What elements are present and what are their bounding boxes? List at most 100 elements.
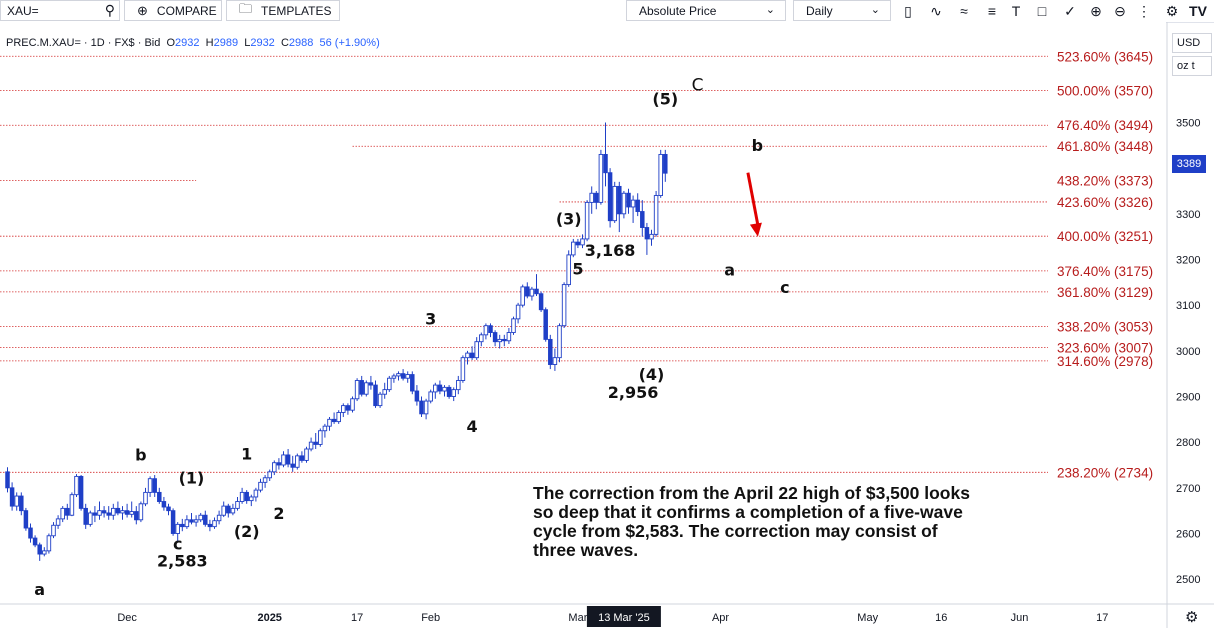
zoom-out-icon[interactable]: ⊖ (1114, 3, 1126, 19)
analysis-annotation: The correction from the April 22 high of… (533, 483, 970, 560)
interval-dropdown[interactable]: Daily ⌄ (793, 0, 891, 21)
candle-body (644, 227, 650, 240)
candle-body (345, 405, 351, 411)
line-icon[interactable]: ∿ (930, 3, 942, 19)
candle-body (221, 505, 226, 516)
time-tick-label: Jun (1011, 612, 1029, 624)
candle-body (304, 448, 309, 461)
fib-level-label: 314.60% (2978) (1057, 354, 1153, 369)
time-tick-label: 16 (935, 612, 947, 624)
candle-body (258, 481, 263, 491)
unit-selector[interactable]: oz t (1172, 56, 1212, 76)
plot-area (0, 22, 1166, 606)
candle-body (497, 338, 502, 343)
candle-body (9, 487, 15, 507)
wave-label: 1 (241, 445, 252, 464)
close-value: 2988 (288, 37, 314, 49)
wave-label: 4 (467, 417, 478, 436)
candle-body (640, 211, 645, 228)
candle-body (276, 462, 282, 466)
time-tick-label: 2025 (257, 612, 281, 624)
candle-body (111, 507, 116, 516)
settings-icon[interactable]: ⋮ (1137, 3, 1151, 19)
brush-icon[interactable]: ✓ (1064, 3, 1076, 19)
candle-body (106, 512, 111, 516)
candle-body (46, 535, 52, 552)
search-icon[interactable]: ⚲ (104, 2, 115, 18)
candle-body (198, 514, 203, 521)
candle-body (299, 455, 305, 461)
candle-body (272, 462, 277, 473)
last-price-tag: 3389 (1172, 155, 1206, 173)
candle-body (423, 400, 429, 415)
candle-body (235, 501, 240, 509)
fib-level-label: 438.20% (3373) (1057, 173, 1153, 188)
fib-level-label: 238.20% (2734) (1057, 465, 1153, 480)
candle-body (143, 491, 148, 505)
tradingview-logo-icon: TV (1189, 3, 1207, 19)
crosshair-date-label: 13 Mar '25 (598, 612, 650, 624)
fib-level-label: 361.80% (3129) (1057, 285, 1153, 300)
wave-label: C (692, 76, 704, 96)
candle-body (359, 380, 364, 395)
price-tick-label: 3200 (1176, 254, 1200, 266)
wave-label: c (780, 278, 789, 297)
time-tick-label: May (857, 612, 878, 624)
gear-icon[interactable]: ⚙ (1165, 3, 1179, 19)
candle-body (115, 507, 121, 514)
candle-icon[interactable]: ▯ (904, 3, 912, 19)
candle-body (506, 332, 512, 342)
low-label: L (244, 37, 251, 49)
fib-icon[interactable]: ≡ (987, 3, 997, 19)
candle-body (203, 514, 208, 525)
candle-body (134, 511, 139, 521)
candle-body (456, 380, 461, 391)
candle-body (157, 491, 162, 502)
candle-body (566, 254, 571, 286)
candle-body (437, 384, 443, 392)
compare-button[interactable]: ⊕ COMPARE (124, 0, 222, 21)
candle-body (313, 441, 318, 445)
chart-settings-icon[interactable]: ⚙ (1185, 609, 1199, 626)
candle-body (322, 425, 328, 432)
wave-icon[interactable]: ≈ (960, 3, 968, 19)
candle-body (51, 524, 56, 537)
candle-body (594, 192, 599, 203)
candle-body (529, 288, 535, 297)
candle-body (543, 309, 548, 340)
fib-level-label: 523.60% (3645) (1057, 49, 1153, 64)
symbol-search-input[interactable]: XAU= ⚲ (0, 0, 120, 21)
wave-label: 5 (572, 260, 583, 279)
candle-body (166, 506, 171, 512)
arrow-head (749, 222, 762, 237)
chevron-down-icon: ⌄ (765, 4, 775, 16)
wave-label: (1) (179, 468, 205, 487)
price-scale-value: Absolute Price (639, 3, 717, 18)
zoom-in-icon[interactable]: ⊕ (1090, 3, 1102, 19)
wave-label: a (724, 260, 735, 279)
candle-body (525, 286, 530, 297)
candle-body (138, 503, 144, 521)
text-icon[interactable]: T (1011, 3, 1021, 19)
templates-button[interactable]: 🗀 TEMPLATES (226, 0, 340, 21)
candle-body (216, 514, 222, 522)
candle-body (653, 195, 659, 235)
price-chart[interactable]: 523.60% (3645) 500.00% (3570) 476.40% (349… (0, 22, 1214, 628)
candle-body (419, 400, 424, 415)
candle-body (364, 382, 369, 395)
candle-body (336, 412, 341, 423)
currency-selector[interactable]: USD ⌄ (1172, 33, 1212, 62)
candle-body (603, 153, 608, 174)
candle-body (538, 293, 544, 311)
candle-body (502, 338, 507, 342)
price-scale-dropdown[interactable]: Absolute Price ⌄ (626, 0, 786, 21)
candle-body (617, 185, 622, 215)
shape-icon[interactable]: □ (1037, 3, 1047, 19)
time-tick-label: 17 (351, 612, 363, 624)
candle-body (239, 491, 245, 502)
wave-label: 2,583 (157, 551, 208, 570)
price-tick-label: 2500 (1176, 574, 1200, 586)
candle-body (262, 477, 268, 483)
price-tick-label: 3300 (1176, 209, 1200, 221)
candle-body (161, 501, 167, 508)
